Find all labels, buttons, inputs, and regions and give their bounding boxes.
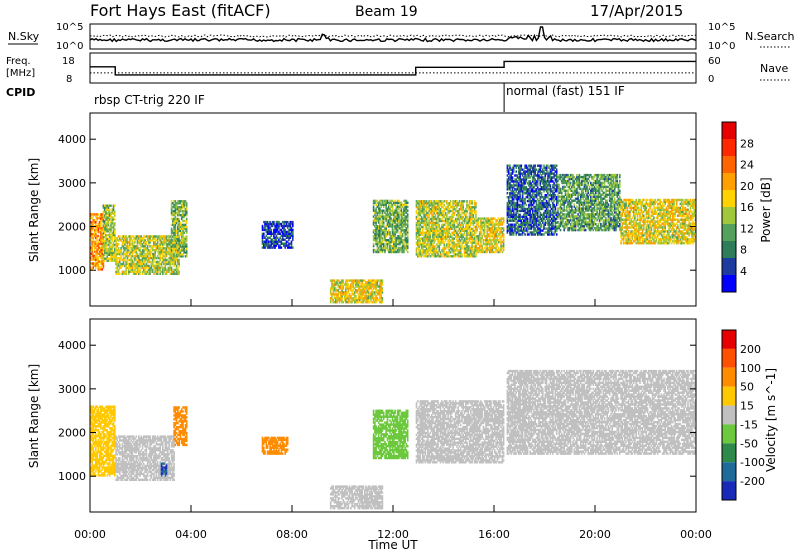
freq-tick-low: 8: [66, 74, 72, 85]
heatmap-cell: [292, 229, 294, 231]
heatmap-cell: [389, 231, 391, 233]
freq-panel-frame: [90, 53, 696, 83]
heatmap-cell: [439, 224, 441, 226]
heatmap-cell: [114, 222, 116, 224]
nsearch-tick-low: 10^0: [708, 41, 735, 52]
freq-unit: [MHz]: [6, 68, 35, 79]
heatmap-cell: [475, 239, 477, 241]
nave-tick-high: 60: [708, 56, 721, 67]
heatmap-cell: [450, 200, 452, 202]
heatmap-cell: [541, 192, 543, 194]
heatmap-cell: [373, 243, 375, 245]
heatmap-cell: [119, 235, 121, 237]
heatmap-cell: [178, 218, 180, 220]
heatmap-cell: [407, 206, 409, 208]
heatmap-cell: [521, 165, 523, 167]
nsky-tick-high: 10^5: [56, 22, 83, 33]
nsearch-label: N.Search: [745, 30, 795, 43]
heatmap-cell: [171, 267, 173, 269]
heatmap-cell: [526, 204, 528, 206]
heatmap-cell: [512, 176, 514, 178]
radar-title: Fort Hays East (fitACF): [90, 1, 271, 20]
heatmap-cell: [114, 218, 116, 220]
heatmap-cell: [461, 253, 463, 255]
cpid-left-mode: rbsp CT-trig 220 IF: [94, 93, 205, 107]
date-label: 17/Apr/2015: [590, 2, 683, 20]
heatmap-cell: [464, 200, 466, 202]
heatmap-cell: [186, 243, 188, 245]
heatmap-cell: [475, 210, 477, 212]
heatmap-cell: [541, 165, 543, 167]
nave-label: Nave: [760, 62, 788, 75]
heatmap-cell: [516, 170, 518, 172]
heatmap-cell: [509, 165, 511, 167]
heatmap-cell: [407, 202, 409, 204]
nave-tick-low: 0: [708, 74, 714, 85]
heatmap-cell: [382, 279, 384, 281]
heatmap-cell: [178, 271, 180, 273]
heatmap-cell: [471, 200, 473, 202]
heatmap-cell: [271, 229, 273, 231]
nsky-tick-low: 10^0: [56, 41, 83, 52]
cpid-right-mode: normal (fast) 151 IF: [506, 84, 625, 98]
power-heatmap: [90, 165, 696, 304]
nsky-panel-frame: [90, 24, 696, 49]
heatmap-cell: [186, 226, 188, 228]
heatmap-cell: [273, 221, 275, 223]
heatmap-cell: [503, 217, 505, 219]
heatmap-cell: [114, 228, 116, 230]
heatmap-cell: [178, 259, 180, 261]
heatmap-cell: [186, 236, 188, 238]
heatmap-cell: [524, 233, 526, 235]
heatmap-cell: [466, 200, 468, 202]
heatmap-cell: [186, 218, 188, 220]
heatmap-cell: [186, 202, 188, 204]
nsky-label: N.Sky: [8, 30, 40, 43]
nsearch-series: [90, 35, 696, 37]
heatmap-cell: [114, 205, 116, 207]
heatmap-cell: [110, 205, 112, 207]
heatmap-cell: [503, 233, 505, 235]
heatmap-cell: [292, 221, 294, 223]
beam-label: Beam 19: [355, 4, 418, 20]
freq-tick-high: 18: [62, 56, 75, 67]
heatmap-cell: [263, 233, 265, 235]
cpid-label: CPID: [6, 86, 35, 99]
heatmap-cell: [475, 202, 477, 204]
heatmap-cell: [119, 273, 121, 275]
heatmap-cell: [527, 218, 529, 220]
heatmap-cell: [109, 208, 111, 210]
heatmap-cell: [534, 165, 536, 167]
heatmap-cell: [407, 251, 409, 253]
heatmap-cell: [292, 246, 294, 248]
heatmap-cell: [503, 227, 505, 229]
heatmap-cell: [114, 210, 116, 212]
heatmap-cell: [355, 295, 357, 297]
heatmap-cell: [407, 210, 409, 212]
freq-label: Freq.: [6, 56, 31, 67]
nsky-series: [90, 27, 696, 42]
heatmap-cell: [343, 279, 345, 281]
heatmap-cell: [382, 297, 384, 299]
nsearch-tick-high: 10^5: [708, 22, 735, 33]
heatmap-cell: [118, 243, 120, 245]
heatmap-cell: [281, 246, 283, 248]
heatmap-cell: [507, 192, 509, 194]
heatmap-cell: [382, 287, 384, 289]
heatmap-cell: [407, 213, 409, 215]
